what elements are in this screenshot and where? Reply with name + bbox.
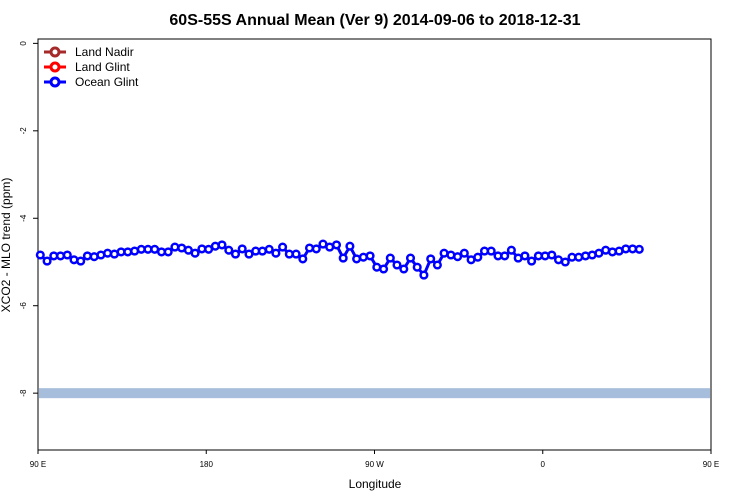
data-point <box>304 243 315 253</box>
data-point <box>271 248 281 258</box>
data-point <box>473 252 483 262</box>
data-point <box>506 245 516 255</box>
data-point <box>399 264 409 274</box>
data-point <box>459 248 469 258</box>
x-tick-label: 90 E <box>703 460 719 469</box>
x-tick-label: 180 <box>200 460 214 469</box>
data-point <box>500 251 510 261</box>
data-point <box>405 253 416 263</box>
data-point <box>527 256 537 266</box>
data-point <box>230 249 241 259</box>
x-axis: 90 E 180 90 W 0 90 E <box>30 450 719 469</box>
reference-band <box>39 388 710 399</box>
data-point <box>311 244 321 254</box>
series-layer <box>35 239 644 280</box>
data-point <box>560 257 570 267</box>
data-point <box>42 256 52 266</box>
x-axis-label: Longitude <box>349 477 402 491</box>
data-point <box>385 253 395 263</box>
data-point <box>426 254 436 264</box>
data-point <box>55 251 66 261</box>
y-tick-label: -6 <box>19 302 28 310</box>
y-tick-label: -4 <box>19 214 28 222</box>
y-tick-label: -8 <box>19 389 28 397</box>
legend-marker-ocean-glint <box>49 76 61 88</box>
legend-item-land-glint: Land Glint <box>44 60 130 74</box>
data-point <box>123 247 133 257</box>
data-point <box>453 252 463 262</box>
data-point <box>217 240 227 250</box>
legend-label-ocean-glint: Ocean Glint <box>75 75 139 89</box>
legend-marker-land-glint <box>49 61 61 73</box>
y-tick-label: 0 <box>19 41 28 46</box>
data-point <box>291 249 301 259</box>
data-point <box>419 270 429 280</box>
data-point <box>163 247 173 257</box>
legend-item-ocean-glint: Ocean Glint <box>44 75 139 89</box>
reference-band-rect <box>39 388 710 399</box>
data-point <box>204 244 214 254</box>
data-point <box>634 244 644 254</box>
data-point <box>547 250 557 260</box>
data-point <box>345 241 355 251</box>
data-point <box>520 251 530 261</box>
legend-marker-land-nadir <box>49 46 61 58</box>
x-tick-label: 0 <box>541 460 546 469</box>
data-point <box>432 260 442 270</box>
legend-label-land-glint: Land Glint <box>75 60 130 74</box>
legend: Land Nadir Land Glint Ocean Glint <box>44 45 139 89</box>
y-axis-label: XCO2 - MLO trend (ppm) <box>0 178 13 313</box>
data-point <box>365 251 375 261</box>
data-point <box>574 252 584 262</box>
data-point <box>594 248 604 258</box>
data-point <box>486 246 496 256</box>
legend-item-land-nadir: Land Nadir <box>44 45 134 59</box>
chart-title: 60S-55S Annual Mean (Ver 9) 2014-09-06 t… <box>169 12 580 29</box>
data-point <box>392 260 402 270</box>
data-point <box>103 248 113 258</box>
data-point <box>298 254 308 264</box>
data-point <box>82 251 92 261</box>
data-point <box>379 264 389 274</box>
x-tick-label: 90 W <box>365 460 384 469</box>
x-tick-label: 90 E <box>30 460 46 469</box>
data-point <box>338 253 348 263</box>
data-point <box>224 245 234 255</box>
data-point <box>331 240 342 250</box>
data-point <box>264 244 274 254</box>
data-point <box>170 242 180 252</box>
data-point <box>35 250 45 260</box>
legend-label-land-nadir: Land Nadir <box>75 45 134 59</box>
data-point <box>190 248 200 258</box>
y-tick-label: -2 <box>19 127 28 135</box>
data-point <box>237 244 247 254</box>
data-point <box>412 262 422 272</box>
y-axis: 0 -2 -4 -6 -8 <box>19 41 38 397</box>
data-point <box>278 242 288 252</box>
data-point <box>62 250 72 260</box>
data-point <box>76 256 86 266</box>
